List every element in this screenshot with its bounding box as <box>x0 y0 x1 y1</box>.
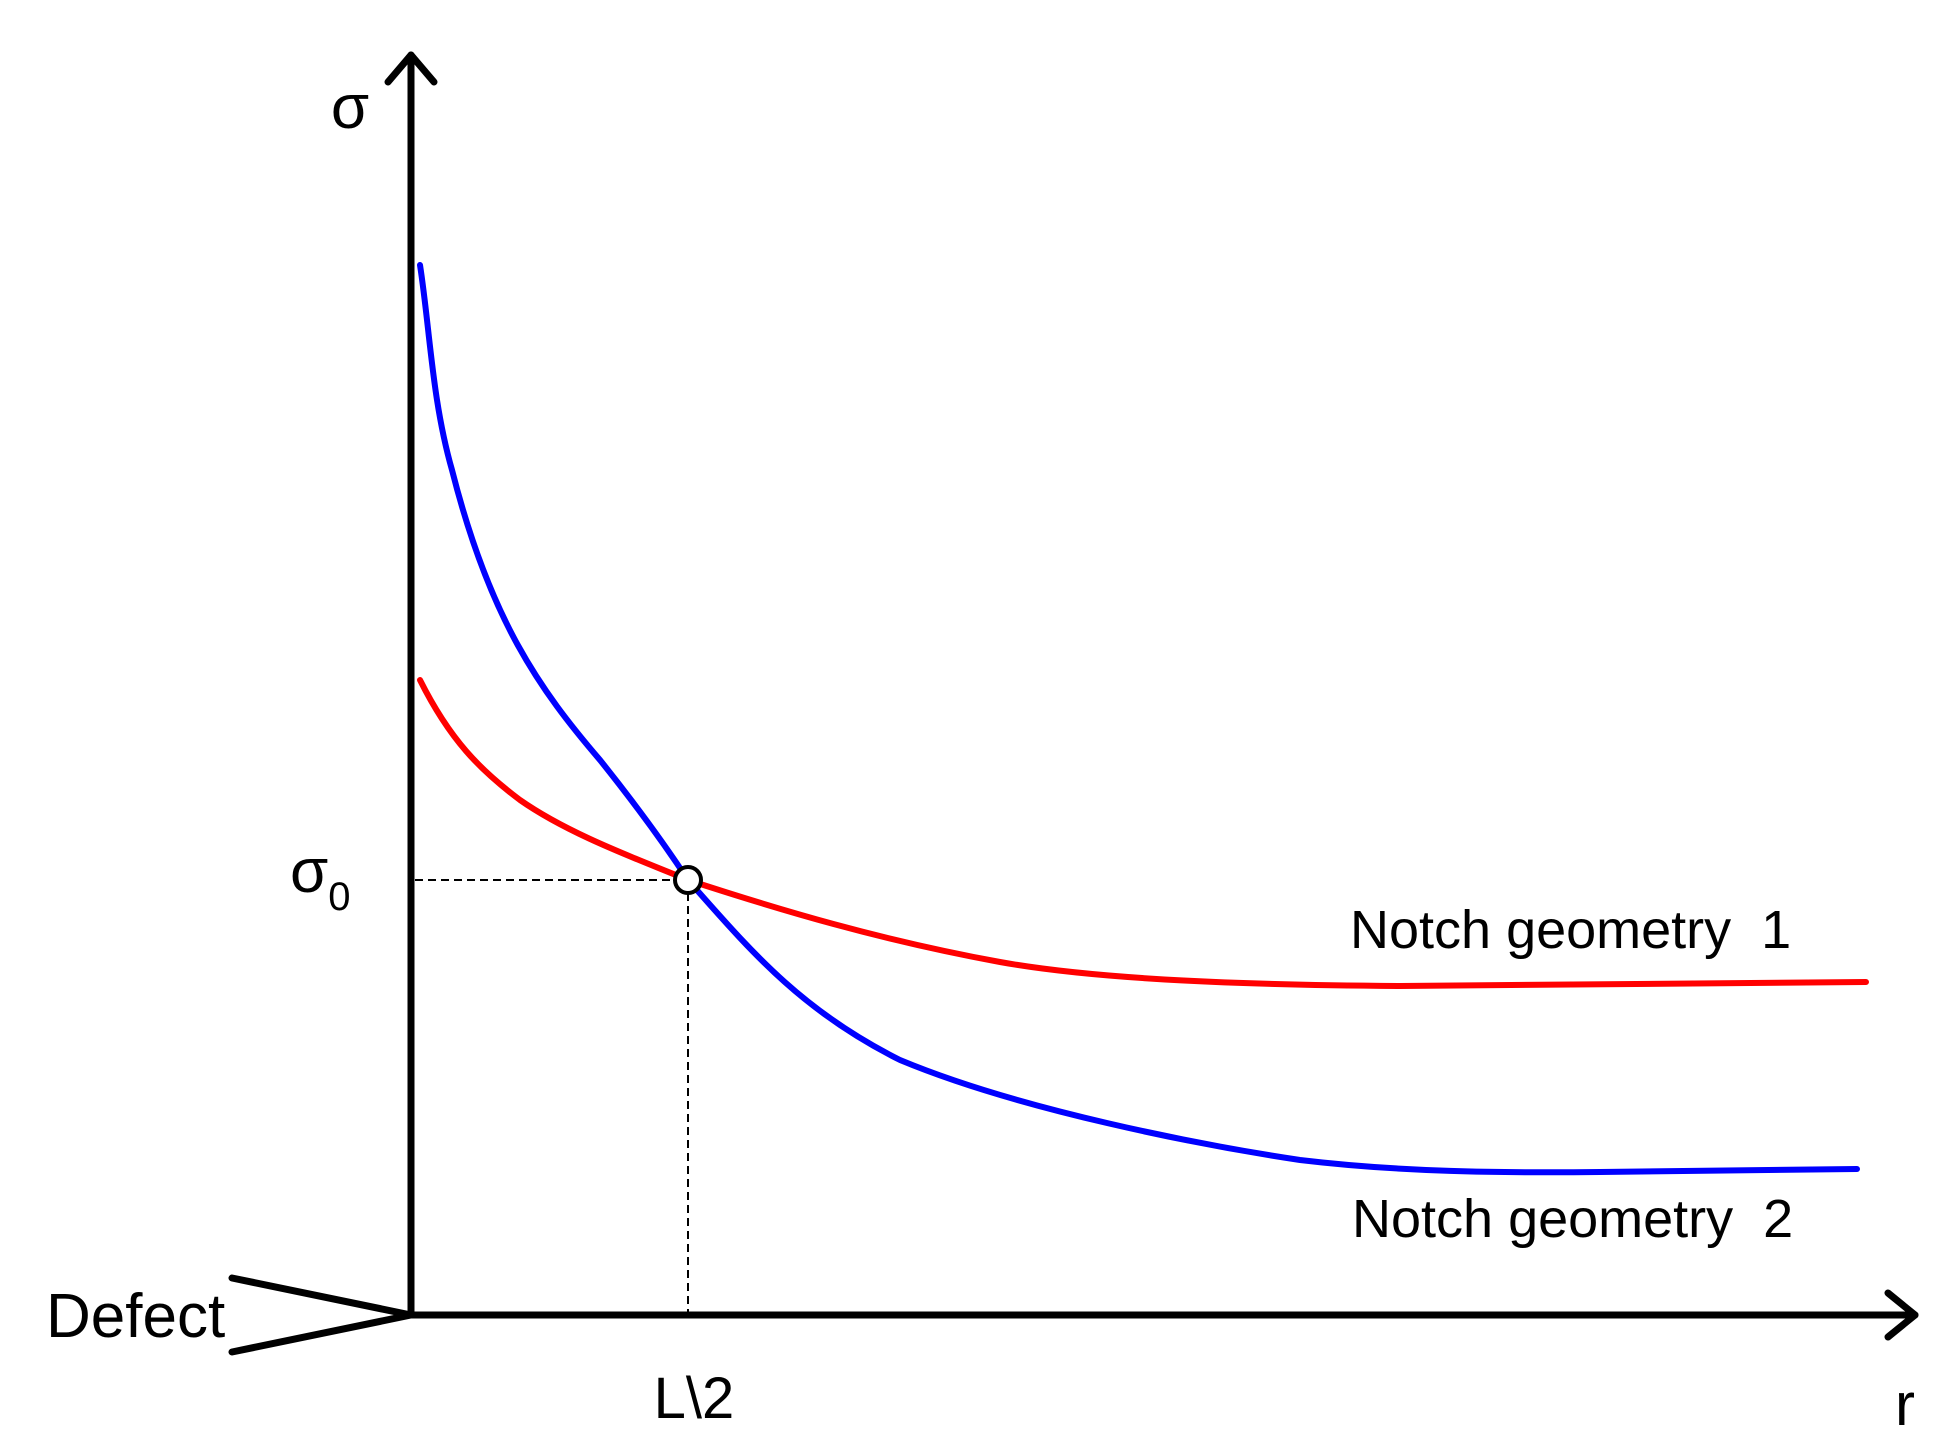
defect-label: Defect <box>46 1282 225 1351</box>
y-axis-arrowhead <box>384 51 438 86</box>
defect-wedge <box>228 1274 415 1356</box>
curve-label-notch-geometry-1: Notch geometry 1 <box>1350 900 1791 960</box>
y-axis-label: σ <box>331 73 369 142</box>
intersection-point <box>673 865 703 895</box>
x-axis-arrowhead <box>1884 1289 1919 1341</box>
l-half-label: L\2 <box>654 1366 735 1431</box>
sigma0-label: σ0 <box>290 837 351 919</box>
curve-notch-geometry-2 <box>417 262 1860 1176</box>
curve-label-notch-geometry-2: Notch geometry 2 <box>1352 1189 1793 1249</box>
curve-notch-geometry-1 <box>417 677 1869 989</box>
sigma0-subscript: 0 <box>328 875 350 919</box>
sigma0-symbol: σ <box>290 837 328 906</box>
x-axis-label: r <box>1895 1371 1915 1438</box>
